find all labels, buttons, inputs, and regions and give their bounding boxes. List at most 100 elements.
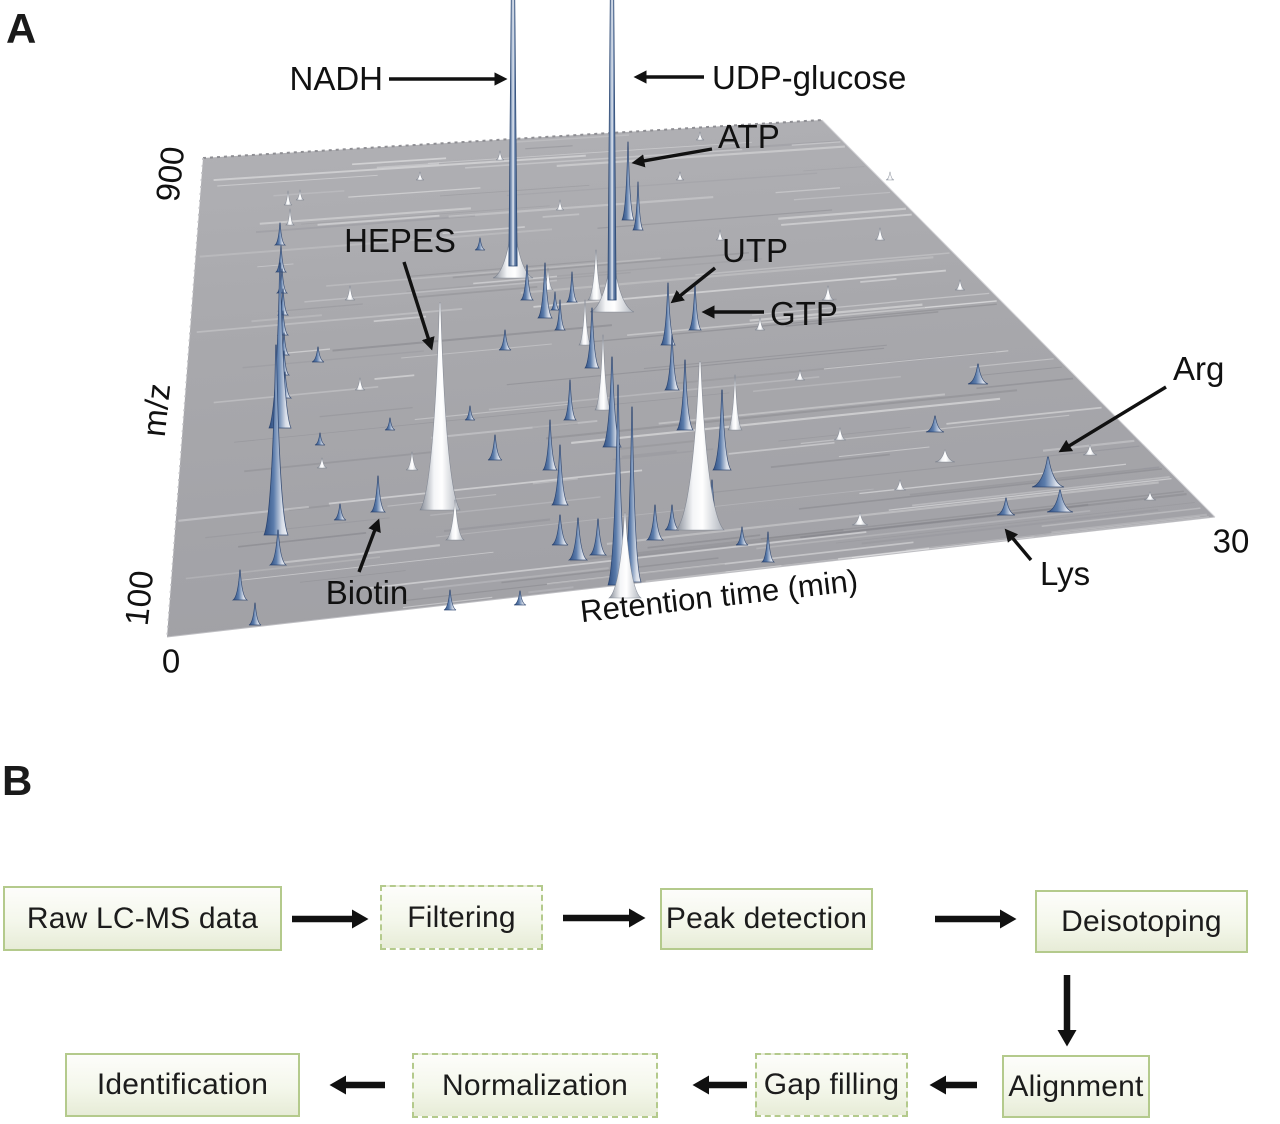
peak-annotation-label: NADH xyxy=(289,60,383,97)
surface-peak xyxy=(495,150,505,161)
surface-peak xyxy=(268,529,288,566)
surface-peak xyxy=(584,307,600,369)
lcms-3d-surface-plot: NADH UDP-glucose ATP HEPES UTP GTP Arg Lys Bioti… xyxy=(118,0,1249,680)
surface-peak xyxy=(833,427,847,441)
surface-peak xyxy=(554,299,566,331)
flow-box-label: Raw LC-MS data xyxy=(26,901,259,935)
flow-box-label: Normalization xyxy=(442,1068,628,1102)
surface-peak xyxy=(675,361,725,531)
surface-peak xyxy=(551,444,569,506)
surface-peak xyxy=(1143,491,1157,501)
annotation-arrow xyxy=(1058,385,1167,453)
surface-peak xyxy=(794,369,806,381)
surface-peak xyxy=(675,171,685,181)
surface-peak xyxy=(405,451,419,471)
surface-peak xyxy=(295,189,305,201)
tall-peak-needle xyxy=(589,0,635,313)
flow-box-label: Alignment xyxy=(1008,1069,1144,1103)
surface-peak xyxy=(566,271,578,303)
surface-peak xyxy=(369,475,387,513)
surface-peak xyxy=(520,264,534,301)
flow-box-peak-detection: Peak detection xyxy=(660,888,873,950)
flow-box-label: Gap filling xyxy=(763,1068,900,1101)
surface-peak xyxy=(874,227,886,241)
surface-peak xyxy=(268,262,292,429)
surface-peak xyxy=(311,346,325,363)
surface-peak xyxy=(645,504,665,541)
surface-peak xyxy=(660,282,676,346)
peak-annotation-label: UTP xyxy=(722,232,788,269)
peak-annotation-label: GTP xyxy=(770,295,838,332)
surface-peak xyxy=(664,334,680,391)
surface-peak xyxy=(1046,489,1074,513)
surface-peak xyxy=(443,589,457,611)
surface-peak xyxy=(344,285,356,301)
surface-peak xyxy=(415,171,425,181)
surface-peak xyxy=(551,514,569,546)
flow-box-label: Deisotoping xyxy=(1061,904,1222,938)
axis-label: 100 xyxy=(118,569,161,628)
flow-box-deisotoping: Deisotoping xyxy=(1035,890,1248,953)
flow-box-gap-filling: Gap filling xyxy=(755,1053,908,1117)
surface-peak xyxy=(954,279,966,291)
axis-label: m/z xyxy=(135,382,177,439)
surface-peak xyxy=(542,419,558,471)
surface-peak xyxy=(715,229,725,241)
panel-b-label: B xyxy=(2,757,33,804)
flow-box-raw-lc-ms-data: Raw LC-MS data xyxy=(3,886,282,951)
peak-annotation-label: Lys xyxy=(1040,555,1090,592)
surface-peak xyxy=(885,171,895,181)
surface-peak xyxy=(821,285,835,301)
surface-peak xyxy=(537,262,553,319)
annotation-arrow xyxy=(1004,528,1033,562)
surface-peak xyxy=(274,245,288,273)
surface-peak xyxy=(354,377,366,391)
annotation-arrow xyxy=(670,266,717,304)
peak-annotation-label: UDP-glucose xyxy=(712,59,906,96)
surface-peak xyxy=(563,379,577,421)
surface-peak xyxy=(231,569,249,601)
surface-peak xyxy=(498,329,512,351)
panel-a-label: A xyxy=(6,5,37,52)
peak-annotation-label: Arg xyxy=(1173,350,1224,387)
annotation-arrow xyxy=(357,518,381,573)
peak-annotation-label: HEPES xyxy=(344,222,456,259)
surface-peak xyxy=(487,434,503,461)
surface-peak xyxy=(1082,444,1098,456)
surface-peak xyxy=(851,512,869,526)
surface-peak xyxy=(284,208,296,226)
surface-peak xyxy=(996,497,1016,516)
surface-peak xyxy=(712,389,732,471)
surface-peak xyxy=(1031,456,1065,488)
flow-box-normalization: Normalization xyxy=(412,1053,658,1118)
surface-peak xyxy=(474,237,486,251)
peak-annotation-label: ATP xyxy=(718,118,780,155)
surface-peak xyxy=(735,526,749,546)
surface-peak xyxy=(934,449,956,463)
flow-box-label: Peak detection xyxy=(665,902,868,935)
surface-peak xyxy=(967,363,989,385)
flow-box-alignment: Alignment xyxy=(1002,1055,1150,1118)
peak-annotation-label: Biotin xyxy=(326,574,409,611)
annotation-arrow xyxy=(402,261,435,351)
surface-peak xyxy=(555,199,565,211)
surface-peak xyxy=(632,181,644,231)
surface-peak xyxy=(248,602,262,626)
surface-peak xyxy=(549,291,561,311)
surface-peak xyxy=(925,415,945,433)
surface-peak xyxy=(594,334,612,411)
surface-peak xyxy=(621,141,635,221)
surface-peak xyxy=(419,302,461,511)
surface-peak xyxy=(664,504,680,531)
surface-peak xyxy=(263,344,289,536)
surface-peak xyxy=(727,374,743,431)
surface-right-edge xyxy=(821,119,1216,518)
annotation-arrow xyxy=(631,147,713,168)
surface-peak xyxy=(283,190,293,206)
surface-peak xyxy=(567,517,589,561)
surface-peak xyxy=(893,479,907,491)
surface-peak xyxy=(513,590,527,606)
surface-front-edge xyxy=(166,516,1216,638)
surface-peak xyxy=(676,359,694,431)
